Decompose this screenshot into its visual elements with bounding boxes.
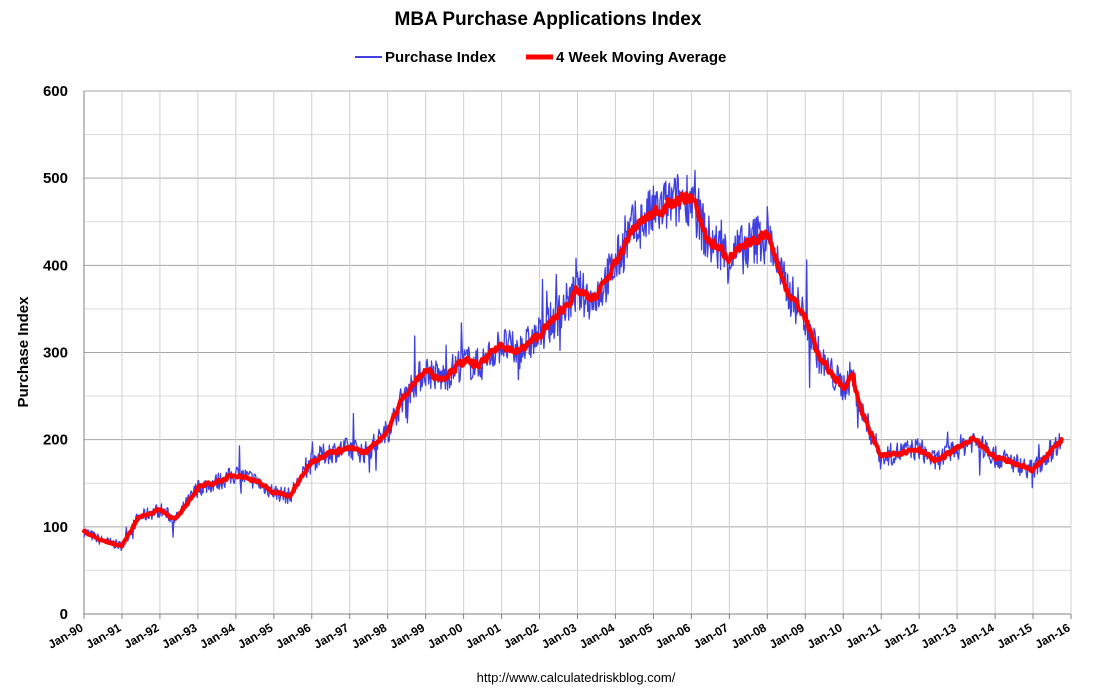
x-tick-label: Jan-01 [463,620,503,651]
x-tick-label: Jan-90 [46,620,86,651]
x-tick-label: Jan-05 [615,620,655,651]
x-tick-label: Jan-11 [843,620,883,651]
y-tick-label: 100 [43,519,68,536]
grid [83,90,1072,615]
y-tick-label: 300 [43,345,68,362]
x-tick-label: Jan-15 [995,620,1035,651]
x-tick-label: Jan-13 [919,620,959,651]
x-tick-label: Jan-12 [881,620,921,651]
x-tick-label: Jan-08 [729,620,769,651]
x-tick-label: Jan-94 [197,620,237,651]
x-tick-label: Jan-97 [311,620,351,651]
source-credit: http://www.calculatedriskblog.com/ [477,670,676,685]
legend-label-moving-average: 4 Week Moving Average [556,49,726,66]
x-tick-label: Jan-00 [425,620,465,651]
legend: Purchase Index 4 Week Moving Average [355,49,726,66]
y-tick-label: 400 [43,257,68,274]
x-tick-label: Jan-09 [767,620,807,651]
y-tick-label: 500 [43,170,68,187]
x-tick-label: Jan-04 [577,620,617,651]
x-tick-label: Jan-92 [121,620,161,651]
x-tick-label: Jan-96 [273,620,313,651]
x-tick-label: Jan-03 [539,620,579,651]
y-axis-label: Purchase Index [15,296,32,408]
plot-area [81,169,1064,552]
x-tick-label: Jan-93 [159,620,199,651]
x-tick-label: Jan-02 [501,620,541,651]
series-purchase-index-line [83,169,1063,552]
x-tick-label: Jan-98 [349,620,389,651]
x-tick-label: Jan-16 [1033,620,1073,651]
x-tick-label: Jan-95 [235,620,275,651]
x-tick-label: Jan-10 [805,620,845,651]
y-tick-label: 0 [60,606,68,623]
x-tick-label: Jan-14 [957,620,997,651]
x-tick-label: Jan-06 [653,620,693,651]
chart-title: MBA Purchase Applications Index [395,9,702,30]
legend-label-purchase-index: Purchase Index [385,49,497,66]
y-tick-label: 600 [43,83,68,100]
y-tick-label: 200 [43,432,68,449]
x-tick-label: Jan-99 [387,620,427,651]
series-moving-average-line [81,191,1064,549]
x-tick-label: Jan-91 [84,620,124,651]
x-tick-label: Jan-07 [691,620,731,651]
